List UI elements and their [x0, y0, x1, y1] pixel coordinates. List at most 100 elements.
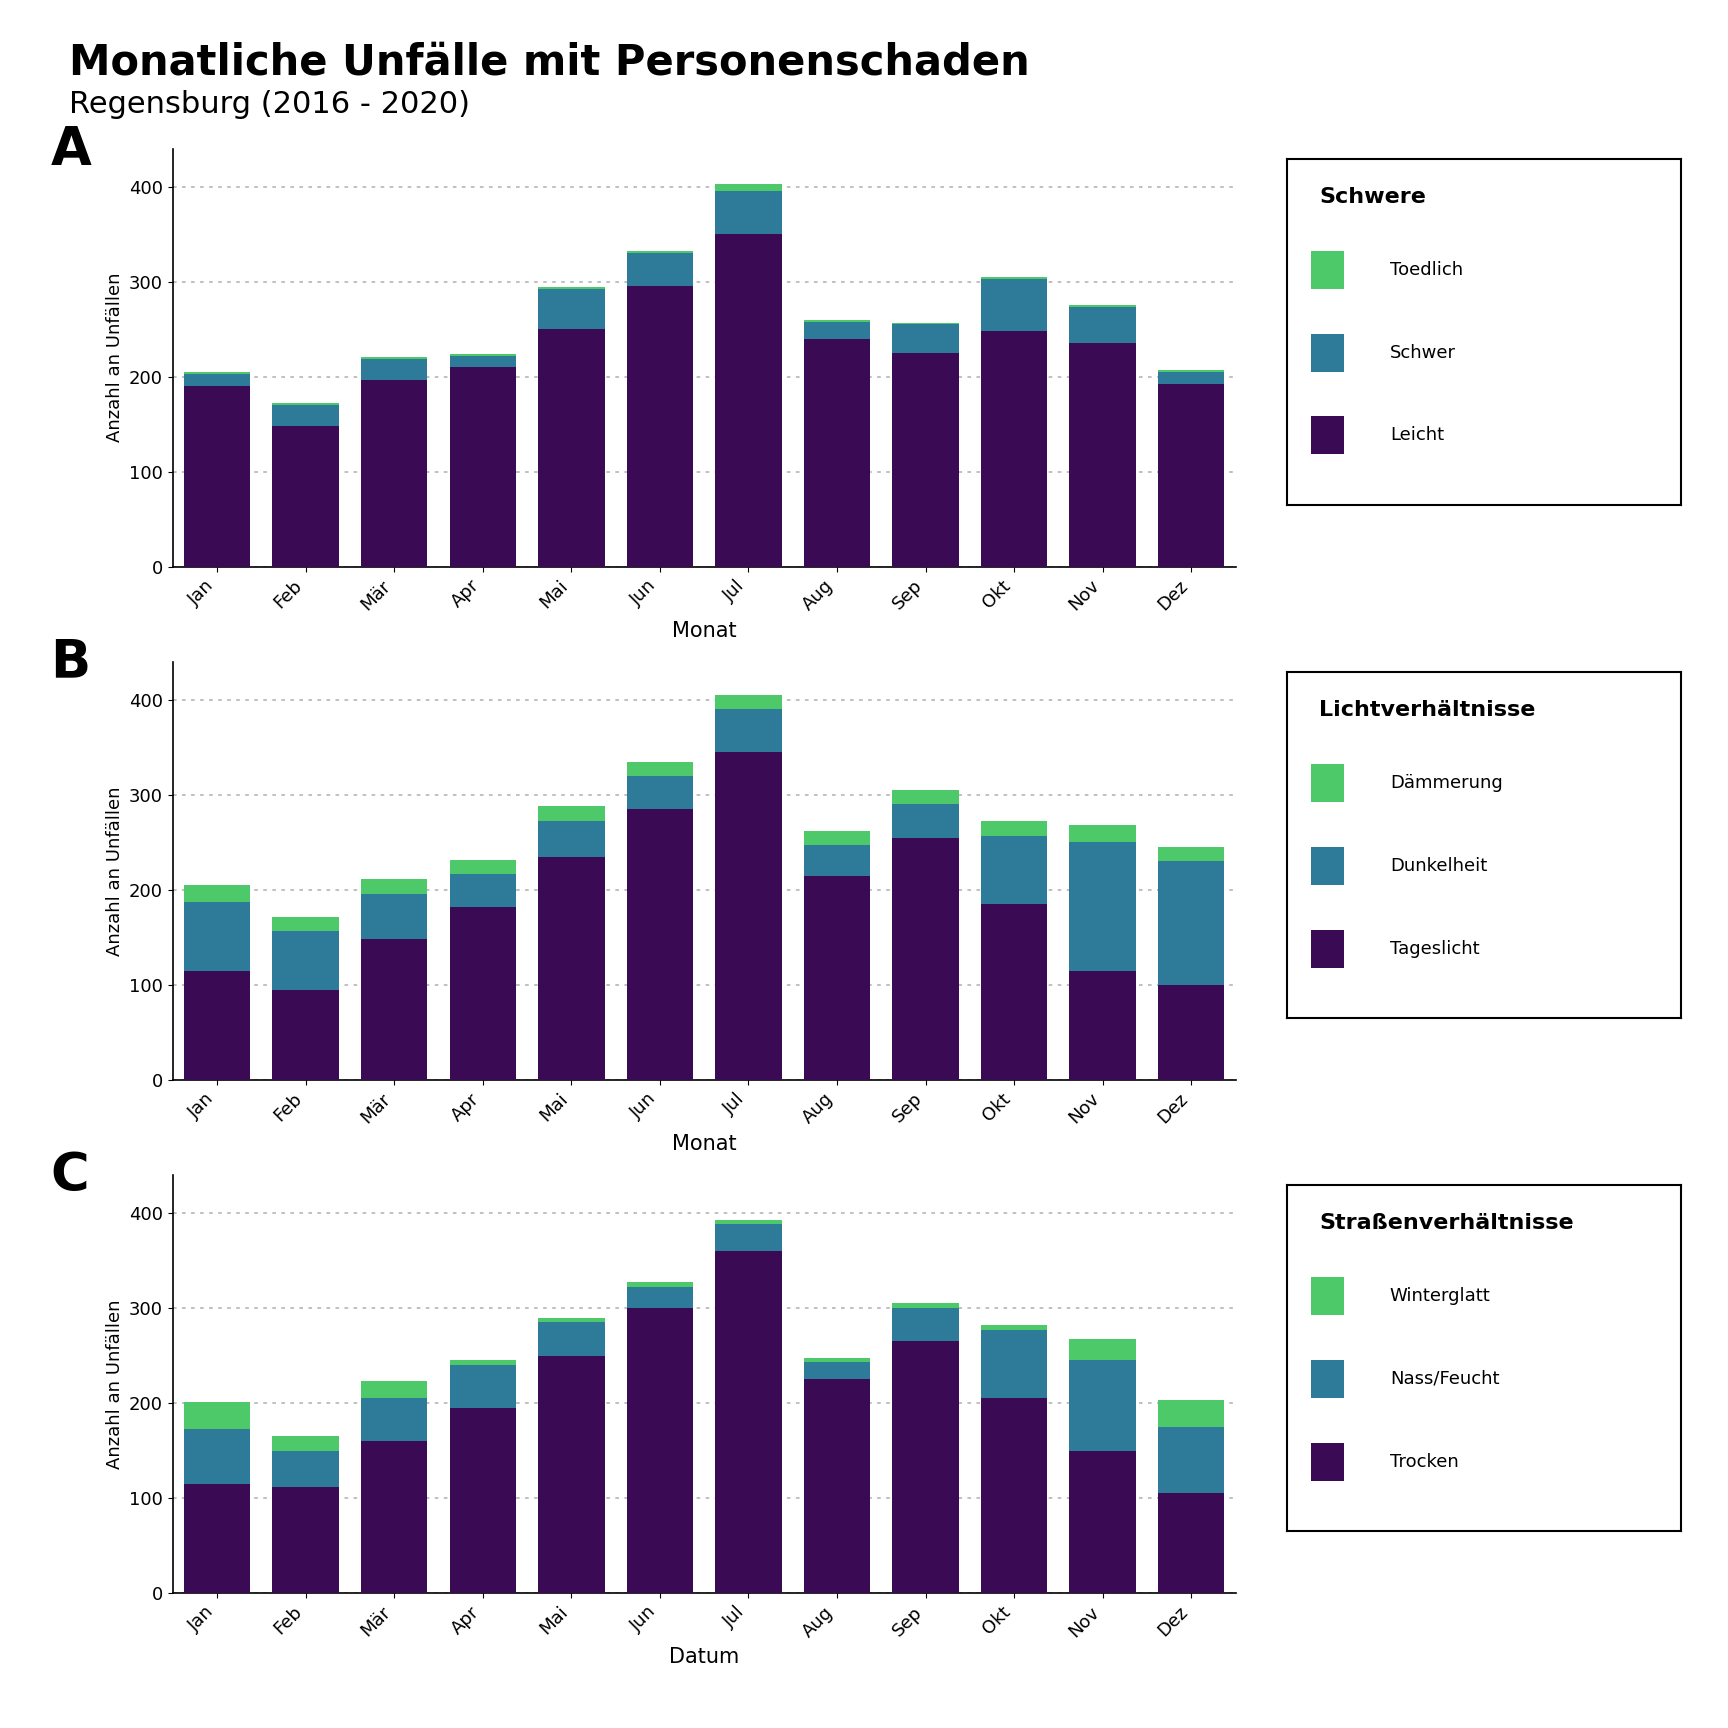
Bar [273, 1436, 339, 1452]
Text: A: A [50, 123, 92, 176]
Bar [715, 235, 781, 567]
Bar [449, 1360, 517, 1365]
Bar [361, 940, 427, 1080]
Bar [183, 1429, 251, 1484]
Bar [627, 1308, 693, 1593]
Bar [627, 776, 693, 809]
Bar [537, 1317, 605, 1322]
Bar [1312, 930, 1343, 968]
Bar [449, 907, 517, 1080]
Bar [892, 325, 959, 353]
Bar [627, 762, 693, 776]
Bar [361, 356, 427, 359]
Bar [183, 372, 251, 373]
Bar [273, 931, 339, 990]
Bar [361, 359, 427, 380]
Bar [1312, 1360, 1343, 1398]
Bar [1158, 1493, 1225, 1593]
Text: Straßenverhältnisse: Straßenverhältnisse [1318, 1213, 1574, 1234]
Bar [183, 373, 251, 385]
Bar [537, 289, 605, 328]
Bar [804, 845, 871, 876]
Bar [1070, 1339, 1135, 1360]
Bar [183, 1484, 251, 1593]
Bar [449, 356, 517, 366]
Bar [1158, 372, 1225, 384]
Bar [537, 1355, 605, 1593]
Text: Winterglatt: Winterglatt [1389, 1287, 1491, 1305]
Text: Monatliche Unfälle mit Personenschaden: Monatliche Unfälle mit Personenschaden [69, 41, 1030, 83]
Text: Trocken: Trocken [1389, 1453, 1458, 1471]
Text: Nass/Feucht: Nass/Feucht [1389, 1370, 1500, 1388]
Bar [1312, 764, 1343, 802]
Bar [1070, 306, 1135, 308]
Bar [537, 821, 605, 857]
Bar [537, 1322, 605, 1355]
Bar [1070, 843, 1135, 971]
Bar [982, 332, 1047, 567]
Y-axis label: Anzahl an Unfällen: Anzahl an Unfällen [105, 786, 123, 956]
Bar [627, 287, 693, 567]
Bar [715, 1220, 781, 1225]
Bar [449, 859, 517, 874]
Bar [273, 1452, 339, 1486]
Bar [273, 427, 339, 567]
Bar [982, 836, 1047, 904]
Bar [892, 1303, 959, 1308]
Bar [982, 1325, 1047, 1331]
Bar [183, 902, 251, 971]
Bar [1070, 308, 1135, 344]
Bar [1312, 847, 1343, 885]
Y-axis label: Anzahl an Unfällen: Anzahl an Unfällen [105, 1299, 123, 1469]
Y-axis label: Anzahl an Unfällen: Anzahl an Unfällen [105, 273, 123, 442]
Bar [892, 805, 959, 838]
Text: Tageslicht: Tageslicht [1389, 940, 1479, 957]
Bar [715, 710, 781, 752]
Bar [449, 874, 517, 907]
Bar [1312, 251, 1343, 289]
Bar [1070, 971, 1135, 1080]
Bar [715, 695, 781, 710]
Bar [627, 254, 693, 287]
Bar [715, 1225, 781, 1251]
Bar [183, 1401, 251, 1429]
Bar [1158, 862, 1225, 985]
Bar [449, 1408, 517, 1593]
Bar [1070, 1360, 1135, 1452]
Bar [361, 380, 427, 567]
X-axis label: Monat: Monat [672, 620, 736, 641]
Text: Toedlich: Toedlich [1389, 261, 1464, 278]
Text: Schwer: Schwer [1389, 344, 1455, 361]
Bar [804, 1358, 871, 1362]
Bar [1312, 416, 1343, 454]
Bar [273, 403, 339, 404]
Bar [361, 1441, 427, 1593]
Bar [273, 404, 339, 427]
Bar [982, 1331, 1047, 1398]
Bar [804, 876, 871, 1080]
Bar [273, 990, 339, 1080]
Bar [804, 1362, 871, 1379]
Bar [982, 904, 1047, 1080]
Bar [715, 752, 781, 1080]
Bar [1312, 1443, 1343, 1481]
Text: Leicht: Leicht [1389, 427, 1445, 444]
Bar [804, 320, 871, 321]
Bar [449, 366, 517, 567]
Bar [715, 183, 781, 192]
Bar [627, 251, 693, 254]
X-axis label: Datum: Datum [669, 1647, 740, 1668]
Bar [627, 1287, 693, 1308]
Bar [537, 328, 605, 567]
Bar [1158, 847, 1225, 862]
Bar [537, 807, 605, 821]
Bar [1070, 826, 1135, 843]
Bar [892, 353, 959, 567]
Bar [982, 821, 1047, 836]
Bar [361, 880, 427, 893]
Bar [537, 857, 605, 1080]
Bar [804, 321, 871, 339]
Bar [273, 1486, 339, 1593]
Bar [892, 1308, 959, 1341]
Text: B: B [50, 636, 92, 689]
